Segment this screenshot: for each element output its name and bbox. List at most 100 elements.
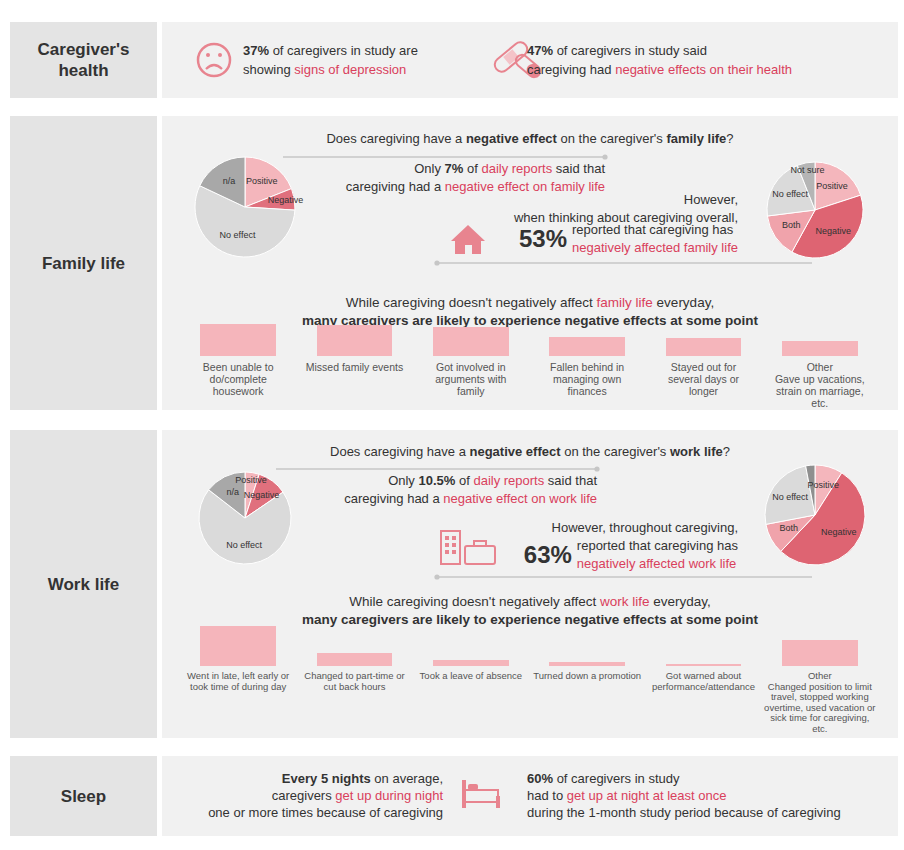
icon-sad-face	[218, 53, 222, 57]
text-line: While caregiving doesn't negatively affe…	[162, 294, 898, 312]
text-segment: reported that caregiving has	[577, 538, 738, 553]
text-segment: However,	[684, 192, 738, 207]
text-segment: many caregivers are likely to experience…	[302, 612, 758, 627]
icon-house	[451, 225, 485, 241]
bar-category-label: Took a leave of absence	[414, 671, 528, 682]
pie-chart	[193, 155, 297, 259]
connector-line	[283, 156, 605, 157]
text-segment: caregiving had a	[346, 179, 445, 194]
text-segment: signs of depression	[294, 62, 406, 77]
icon-sad-face	[206, 53, 210, 57]
text-segment: negatively affected work life	[577, 556, 736, 571]
icon-building	[445, 536, 449, 540]
text-line: Only 10.5% of daily reports said that	[277, 472, 597, 490]
text-segment: caregiving had a	[344, 491, 443, 506]
text-segment: of caregivers in study are	[269, 43, 418, 58]
pie-chart	[763, 463, 867, 567]
text-segment: of caregivers in study	[553, 771, 679, 786]
text-segment: get up during night	[335, 788, 443, 803]
text-line: 47% of caregivers in study said	[527, 41, 887, 60]
pie-label: Negative	[244, 491, 280, 501]
icon-briefcase	[465, 546, 495, 564]
pie-label: No effect	[220, 231, 256, 241]
text-segment: negative effect on family life	[445, 179, 605, 194]
text-segment: showing	[243, 62, 294, 77]
bar	[666, 338, 742, 356]
overall-figure: 63%	[524, 541, 572, 569]
text-line: 60% of caregivers in study	[527, 770, 887, 787]
text-line: negatively affected work life	[577, 555, 738, 573]
overall-row: 53%reported that caregiving hasnegativel…	[338, 221, 738, 257]
text-segment: 10.5%	[418, 473, 455, 488]
text-block: However, throughout caregiving,	[438, 519, 738, 537]
text-line: had to get up at night at least once	[527, 787, 887, 804]
connector-line	[437, 262, 812, 263]
text-segment: of	[463, 161, 481, 176]
text-segment: negative effects on their health	[615, 62, 792, 77]
text-segment: on the caregiver's	[557, 131, 666, 146]
text-segment: Does caregiving have a	[326, 131, 465, 146]
pie-label: No effect	[772, 493, 808, 503]
bar	[200, 626, 276, 666]
icon-bed	[462, 780, 466, 808]
section-label: Sleep	[10, 756, 157, 836]
icon-house	[465, 245, 472, 254]
icon-briefcase	[474, 541, 486, 546]
pie-label: Not sure	[790, 167, 826, 177]
pie-label: Positive	[814, 182, 850, 192]
section-label: Work life	[10, 430, 157, 738]
text-segment: had to	[527, 788, 567, 803]
text-segment: said that	[552, 161, 605, 176]
text-line: one or more times because of caregiving	[143, 804, 443, 821]
text-segment: Does caregiving have a	[330, 444, 469, 459]
section-label: Caregiver's health	[10, 22, 157, 98]
text-segment: Every 5 nights	[282, 771, 371, 786]
text-line: 37% of caregivers in study are	[243, 41, 513, 60]
icon-bed	[496, 796, 500, 808]
text-line: during the 1-month study period because …	[527, 804, 887, 821]
text-segment: negative effect on work life	[443, 491, 597, 506]
text-segment: family life	[597, 295, 653, 310]
text-line: However,	[438, 191, 738, 209]
text-segment: daily reports	[473, 473, 544, 488]
icon-building	[452, 543, 456, 547]
icon-bed	[464, 790, 498, 802]
bar-category-label: Changed to part-time or cut back hours	[298, 671, 412, 692]
text-segment: work life	[670, 444, 723, 459]
text-segment: 7%	[445, 161, 464, 176]
bar-category-label: Other Changed position to limit travel, …	[763, 671, 877, 734]
bar-category-label: Fallen behind in managing own finances	[537, 361, 637, 397]
text-line: reported that caregiving has	[572, 221, 738, 239]
text-segment: 37%	[243, 43, 269, 58]
text-line: Only 7% of daily reports said that	[285, 160, 605, 178]
text-segment: negative effect	[466, 131, 557, 146]
bar-category-label: Got warned about performance/attendance	[647, 671, 761, 692]
text-line: caregiving had negative effects on their…	[527, 60, 887, 79]
connector-dot	[602, 154, 607, 159]
bar-category-label: Been unable to do/complete housework	[188, 361, 288, 397]
bar-category-label: Got involved in arguments with family	[421, 361, 521, 397]
overall-lines: reported that caregiving hasnegatively a…	[572, 221, 738, 257]
text-segment: While caregiving doesn't negatively affe…	[346, 295, 597, 310]
bar	[433, 327, 509, 356]
text-segment: 47%	[527, 43, 553, 58]
pie-label: n/a	[211, 177, 247, 187]
icon-sad-face	[198, 44, 230, 76]
text-segment: ?	[726, 131, 733, 146]
text-block: 60% of caregivers in studyhad to get up …	[527, 770, 887, 821]
text-segment: 60%	[527, 771, 553, 786]
connector-dot	[594, 466, 599, 471]
text-line: However, throughout caregiving,	[438, 519, 738, 537]
bar-category-label: Missed family events	[305, 361, 405, 373]
connector-dot	[434, 574, 439, 579]
text-block: 47% of caregivers in study saidcaregivin…	[527, 41, 887, 79]
text-segment: one or more times because of caregiving	[208, 805, 443, 820]
bar	[782, 640, 858, 666]
text-line: showing signs of depression	[243, 60, 513, 79]
text-segment: of	[455, 473, 473, 488]
bar-plot-area	[180, 316, 878, 356]
bar	[200, 324, 276, 356]
bar	[549, 662, 625, 666]
overall-lines: reported that caregiving has negatively a…	[577, 537, 738, 573]
bar-category-label: Stayed out for several days or longer	[654, 361, 754, 397]
